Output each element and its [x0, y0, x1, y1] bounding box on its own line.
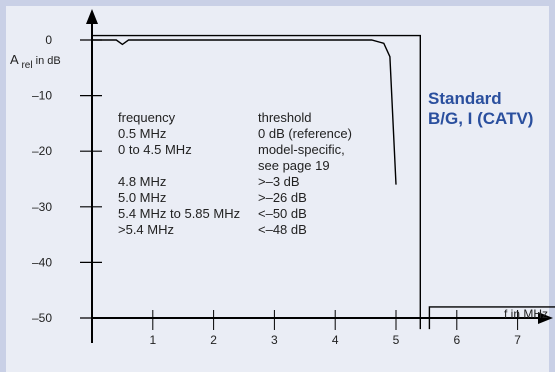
annotation-frequency: 0.5 MHz [118, 126, 166, 141]
annotation-frequency: 5.4 MHz to 5.85 MHz [118, 206, 240, 221]
annotation-threshold: >–26 dB [258, 190, 307, 205]
annotation-header-threshold: threshold [258, 110, 311, 125]
annotation-threshold: >–3 dB [258, 174, 300, 189]
x-tick-label: 3 [271, 333, 278, 347]
stopband-mask-floor [428, 306, 555, 330]
annotation-threshold: <–50 dB [258, 206, 307, 221]
series-line [92, 39, 397, 185]
annotation-threshold: model-specific, [258, 142, 345, 157]
x-tick-label: 1 [149, 333, 156, 347]
y-tick-label: –20 [32, 144, 52, 158]
annotation-frequency: >5.4 MHz [118, 222, 174, 237]
standard-label: B/G, I (CATV) [428, 109, 533, 128]
standard-label: Standard [428, 89, 502, 108]
y-tick-label: 0 [45, 33, 52, 47]
x-axis-label: f in MHz [504, 307, 548, 321]
x-axis-arrow [538, 312, 553, 324]
annotation-header-frequency: frequency [118, 110, 176, 125]
annotation-threshold: 0 dB (reference) [258, 126, 352, 141]
x-tick-label: 6 [453, 333, 460, 347]
y-tick-label: –50 [32, 311, 52, 325]
annotation-frequency: 0 to 4.5 MHz [118, 142, 192, 157]
x-tick-label: 2 [210, 333, 217, 347]
y-tick-label: –10 [32, 89, 52, 103]
annotation-threshold: <–48 dB [258, 222, 307, 237]
annotation-threshold: see page 19 [258, 158, 330, 173]
x-tick-label: 7 [514, 333, 521, 347]
y-tick-label: –30 [32, 200, 52, 214]
x-tick-label: 4 [332, 333, 339, 347]
y-tick-label: –40 [32, 255, 52, 269]
y-axis-arrow [86, 9, 98, 24]
annotation-frequency: 4.8 MHz [118, 174, 166, 189]
annotation-frequency: 5.0 MHz [118, 190, 166, 205]
chart-panel [6, 6, 549, 372]
x-tick-label: 5 [393, 333, 400, 347]
upper-mask-limit [92, 34, 421, 330]
y-axis-label: A rel in dB [10, 52, 61, 71]
